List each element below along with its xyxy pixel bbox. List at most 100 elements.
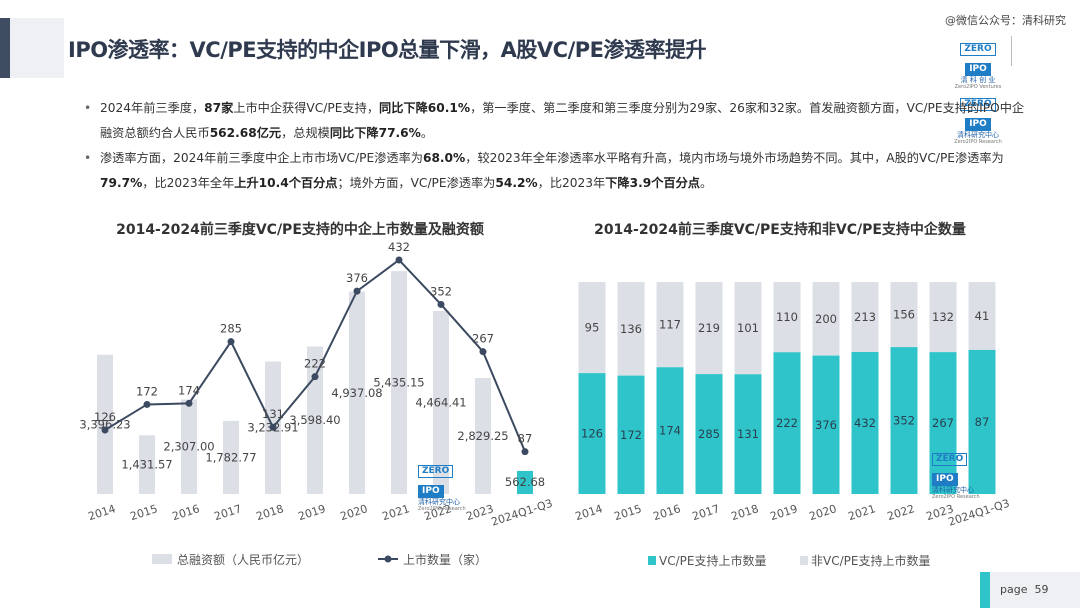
chart2-title: 2014-2024前三季度VC/PE支持和非VC/PE支持中企数量 — [594, 222, 966, 238]
vcpe-value-label: 376 — [815, 418, 837, 432]
line-value-label: 432 — [388, 240, 410, 254]
bar-2022 — [433, 310, 449, 494]
non-vcpe-value-label: 200 — [815, 312, 837, 326]
stack-segment-vcpe — [851, 352, 879, 494]
x-tick-label: 2014 — [574, 502, 605, 523]
stack-segment-vcpe — [890, 347, 918, 494]
bar-value-label: 2,829.25 — [457, 429, 508, 443]
page-number-value: 59 — [1034, 583, 1049, 596]
bullet-highlight: 下降3.9个百分点 — [605, 176, 700, 190]
page-number-accent — [980, 572, 990, 608]
bullet-text: 。 — [699, 176, 713, 190]
stack-segment-non-vcpe — [617, 282, 645, 376]
bar-value-label: 4,464.41 — [415, 395, 466, 409]
non-vcpe-value-label: 101 — [737, 321, 759, 335]
vcpe-value-label: 222 — [776, 416, 798, 430]
line-point — [353, 287, 361, 295]
mini-logo-cn: 清科研究中心 — [932, 486, 974, 494]
line-point — [479, 348, 487, 356]
line-point — [101, 426, 109, 434]
stack-segment-non-vcpe — [578, 282, 606, 374]
line-value-label: 172 — [136, 384, 158, 398]
page-label: page — [1000, 583, 1028, 596]
legend-bar-label: 总融资额（人民币亿元） — [177, 552, 309, 567]
line-value-label: 267 — [472, 332, 494, 346]
vcpe-value-label: 352 — [893, 414, 915, 428]
page-number-bg — [990, 572, 1080, 608]
bar-value-label: 562.68 — [505, 475, 545, 489]
stack-segment-non-vcpe — [851, 282, 879, 353]
mini-logo-en: Zero2IPO Research — [418, 506, 466, 512]
bullet-item: 渗透率方面，2024年前三季度中企上市市场VC/PE渗透率为68.0%，较202… — [82, 146, 1032, 196]
mini-logo-brand-1: ZERO — [932, 453, 968, 466]
bar-value-label: 1,431.57 — [121, 458, 172, 472]
stack-segment-non-vcpe — [812, 282, 840, 356]
bullet-highlight: 87家 — [204, 101, 234, 115]
mini-logo-brand-2: IPO — [932, 473, 958, 486]
chart1-title: 2014-2024前三季度VC/PE支持的中企上市数量及融资额 — [116, 222, 484, 238]
legend-line-marker — [384, 555, 392, 563]
non-vcpe-value-label: 219 — [698, 321, 720, 335]
bullet-highlight: 同比下降60.1% — [379, 101, 471, 115]
legend-non-vcpe-label: 非VC/PE支持上市数量 — [811, 553, 930, 568]
line-value-label: 285 — [220, 322, 242, 336]
non-vcpe-value-label: 41 — [975, 309, 990, 323]
bullet-text: ，较2023年全年渗透率水平略有升高，境内市场与境外市场趋势不同。其中，A股的V… — [465, 151, 1004, 165]
bullet-text: ，第一季度、第二季度和第三季度分别为29家、26家和32家。首发融资额方面，VC… — [100, 101, 1025, 140]
line-point — [227, 338, 235, 346]
x-tick-label: 2017 — [691, 502, 722, 523]
line-value-label: 126 — [94, 410, 116, 424]
stack-segment-vcpe — [773, 352, 801, 494]
line-point — [521, 448, 529, 456]
bullet-highlight: 68.0% — [422, 151, 466, 165]
line-value-label: 87 — [518, 432, 533, 446]
bar-2017 — [223, 420, 239, 494]
bullet-highlight: 上升10.4个百分点 — [234, 176, 338, 190]
bar-2023 — [475, 378, 491, 494]
x-tick-label: 2020 — [808, 502, 839, 523]
bullet-text: ，比2023年 — [537, 176, 606, 190]
non-vcpe-value-label: 136 — [620, 322, 642, 336]
stack-segment-non-vcpe — [890, 282, 918, 348]
x-tick-label: 2021 — [847, 502, 878, 523]
bar-2021 — [391, 271, 407, 494]
vcpe-value-label: 267 — [932, 416, 954, 430]
stack-segment-vcpe — [929, 352, 957, 494]
legend-bar-swatch — [152, 554, 172, 564]
stack-segment-vcpe — [695, 374, 723, 494]
line-point — [311, 373, 319, 381]
vcpe-value-label: 87 — [975, 415, 990, 429]
logo-en: Zero2IPO Ventures — [954, 84, 1002, 90]
watermark: @微信公众号：清科研究 — [945, 14, 1066, 27]
bullet-text: 。 — [420, 126, 434, 140]
logo-brand-2: IPO — [965, 63, 991, 76]
line-point — [269, 423, 277, 431]
bar-2015 — [139, 435, 155, 494]
stack-segment-non-vcpe — [656, 282, 684, 368]
legend-vcpe-swatch — [648, 556, 656, 565]
bullet-text: ，总规模 — [281, 126, 330, 140]
chart1-watermark-logo: ZERO IPO 清科研究中心 Zero2IPO Research — [418, 458, 478, 513]
title-bar-bg — [0, 18, 64, 78]
bar-2024Q1-Q3 — [517, 470, 533, 494]
vcpe-value-label: 172 — [620, 428, 642, 442]
bar-value-label: 3,598.40 — [289, 413, 340, 427]
bar-value-label: 4,937.08 — [331, 386, 382, 400]
bullet-highlight: 562.68亿元 — [209, 126, 282, 140]
bullet-text: 上市中企获得VC/PE支持， — [233, 101, 380, 115]
bar-2016 — [181, 399, 197, 494]
x-tick-label: 2015 — [613, 502, 644, 523]
chart2-watermark-logo: ZERO IPO 清科研究中心 Zero2IPO Research — [932, 446, 992, 501]
stack-segment-non-vcpe — [968, 282, 996, 350]
stack-segment-non-vcpe — [773, 282, 801, 353]
non-vcpe-value-label: 110 — [776, 310, 798, 324]
line-value-label: 376 — [346, 271, 368, 285]
stack-segment-non-vcpe — [695, 282, 723, 375]
stack-segment-vcpe — [656, 367, 684, 494]
bar-2014 — [97, 354, 113, 494]
vcpe-value-label: 131 — [737, 427, 759, 441]
stack-segment-vcpe — [812, 355, 840, 494]
bar-value-label: 5,435.15 — [373, 376, 424, 390]
x-tick-label: 2019 — [769, 502, 800, 523]
